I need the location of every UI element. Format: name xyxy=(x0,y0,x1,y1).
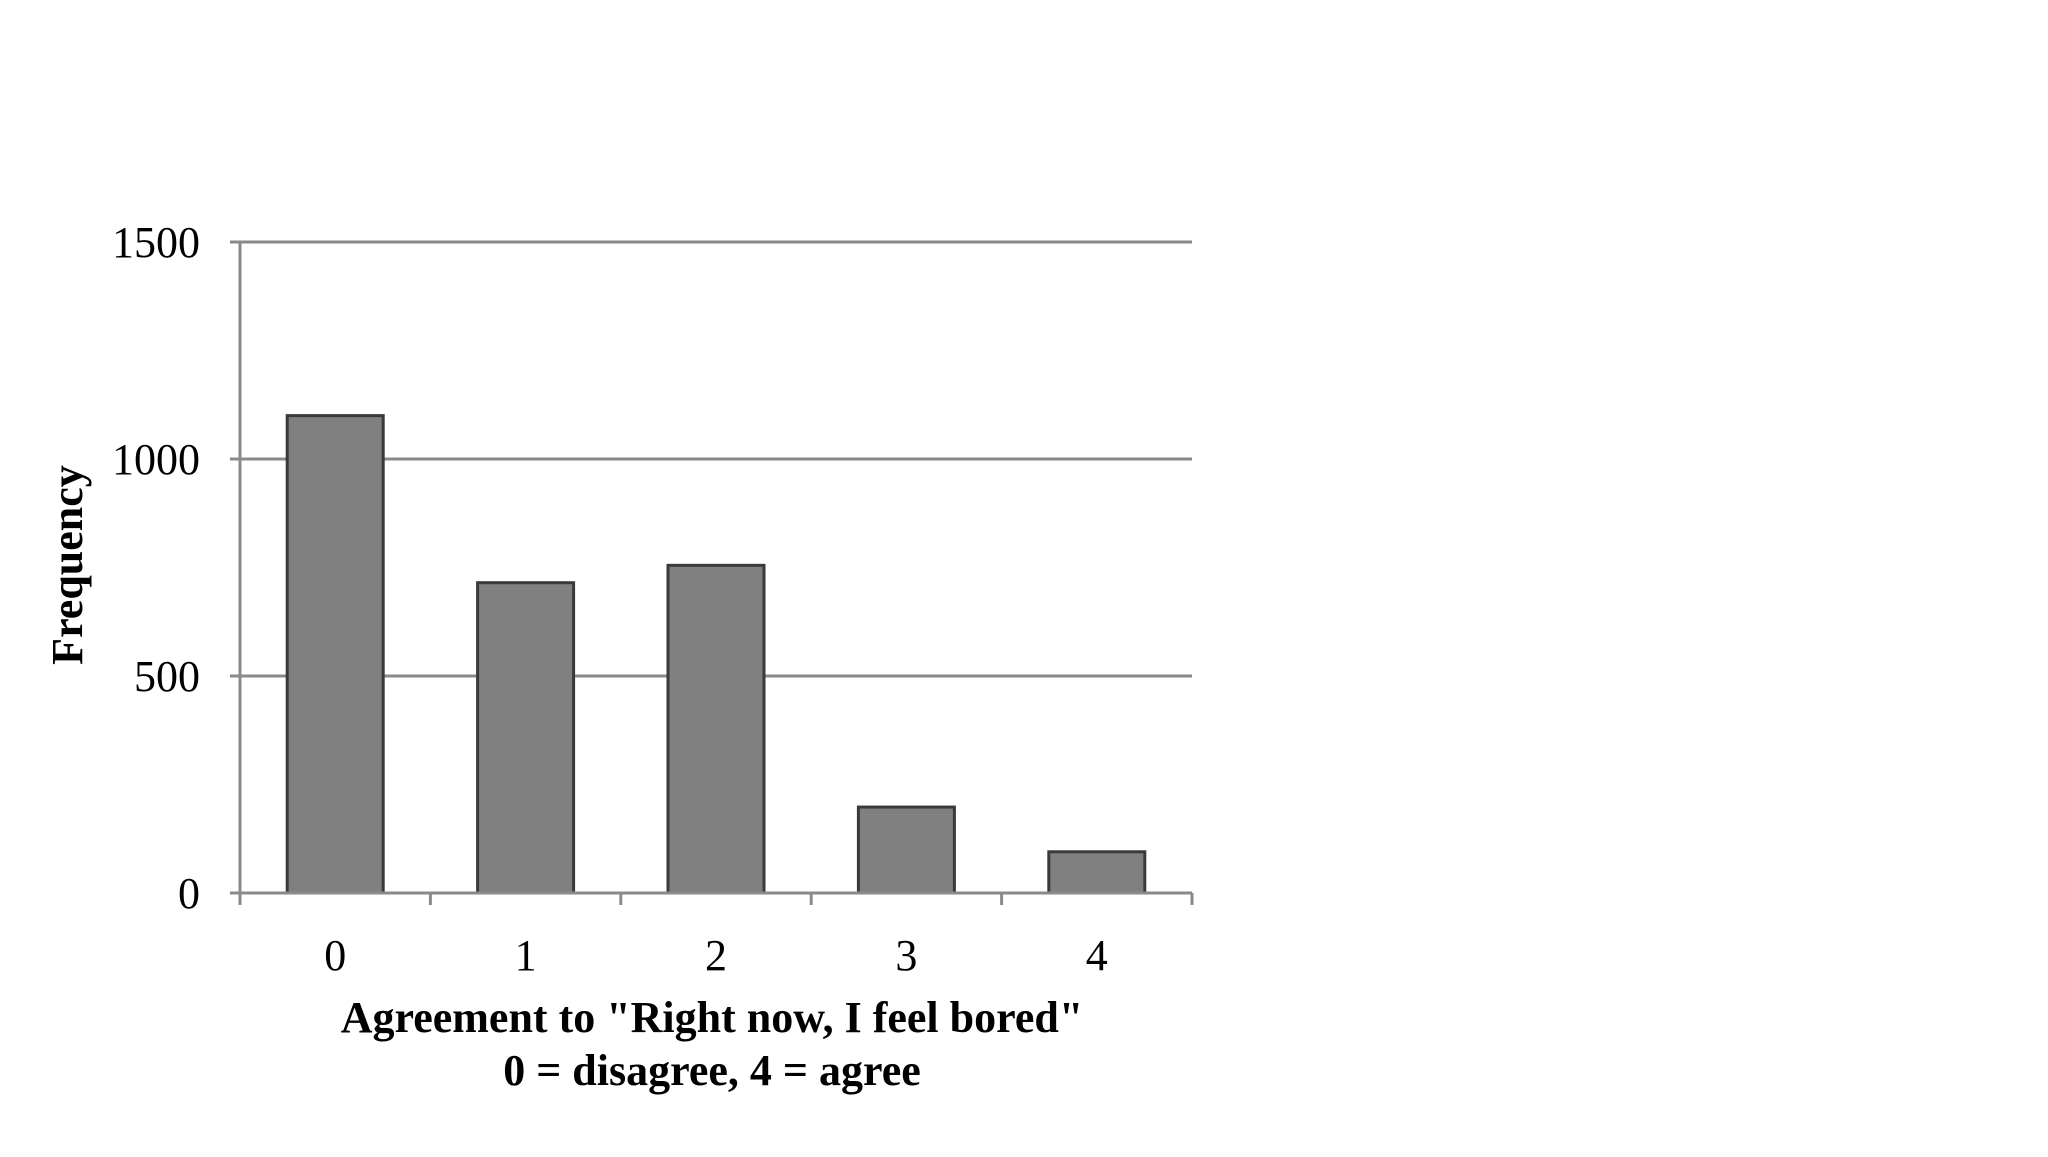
bar-3 xyxy=(856,805,956,895)
x-axis-title-line-2: 0 = disagree, 4 = agree xyxy=(503,1046,921,1095)
x-tick-label: 2 xyxy=(705,931,727,980)
x-tick-labels: 0 1 2 3 4 xyxy=(324,931,1108,980)
y-axis-title: Frequency xyxy=(43,465,92,665)
y-tick-label: 500 xyxy=(134,652,200,701)
y-tick-labels: 0 500 1000 1500 xyxy=(112,218,200,918)
bar-1 xyxy=(476,581,576,895)
x-axis-title-line-1: Agreement to "Right now, I feel bored" xyxy=(341,993,1084,1042)
x-tick-label: 3 xyxy=(895,931,917,980)
y-tick-label: 0 xyxy=(178,869,200,918)
axes xyxy=(230,240,1194,905)
x-tick-label: 0 xyxy=(324,931,346,980)
x-tick-label: 4 xyxy=(1086,931,1108,980)
bar-4 xyxy=(1047,850,1147,895)
x-tick-label: 1 xyxy=(515,931,537,980)
bars xyxy=(285,414,1147,895)
bar-2 xyxy=(666,563,766,895)
y-tick-label: 1500 xyxy=(112,218,200,267)
bar-0 xyxy=(285,414,385,895)
y-tick-label: 1000 xyxy=(112,435,200,484)
